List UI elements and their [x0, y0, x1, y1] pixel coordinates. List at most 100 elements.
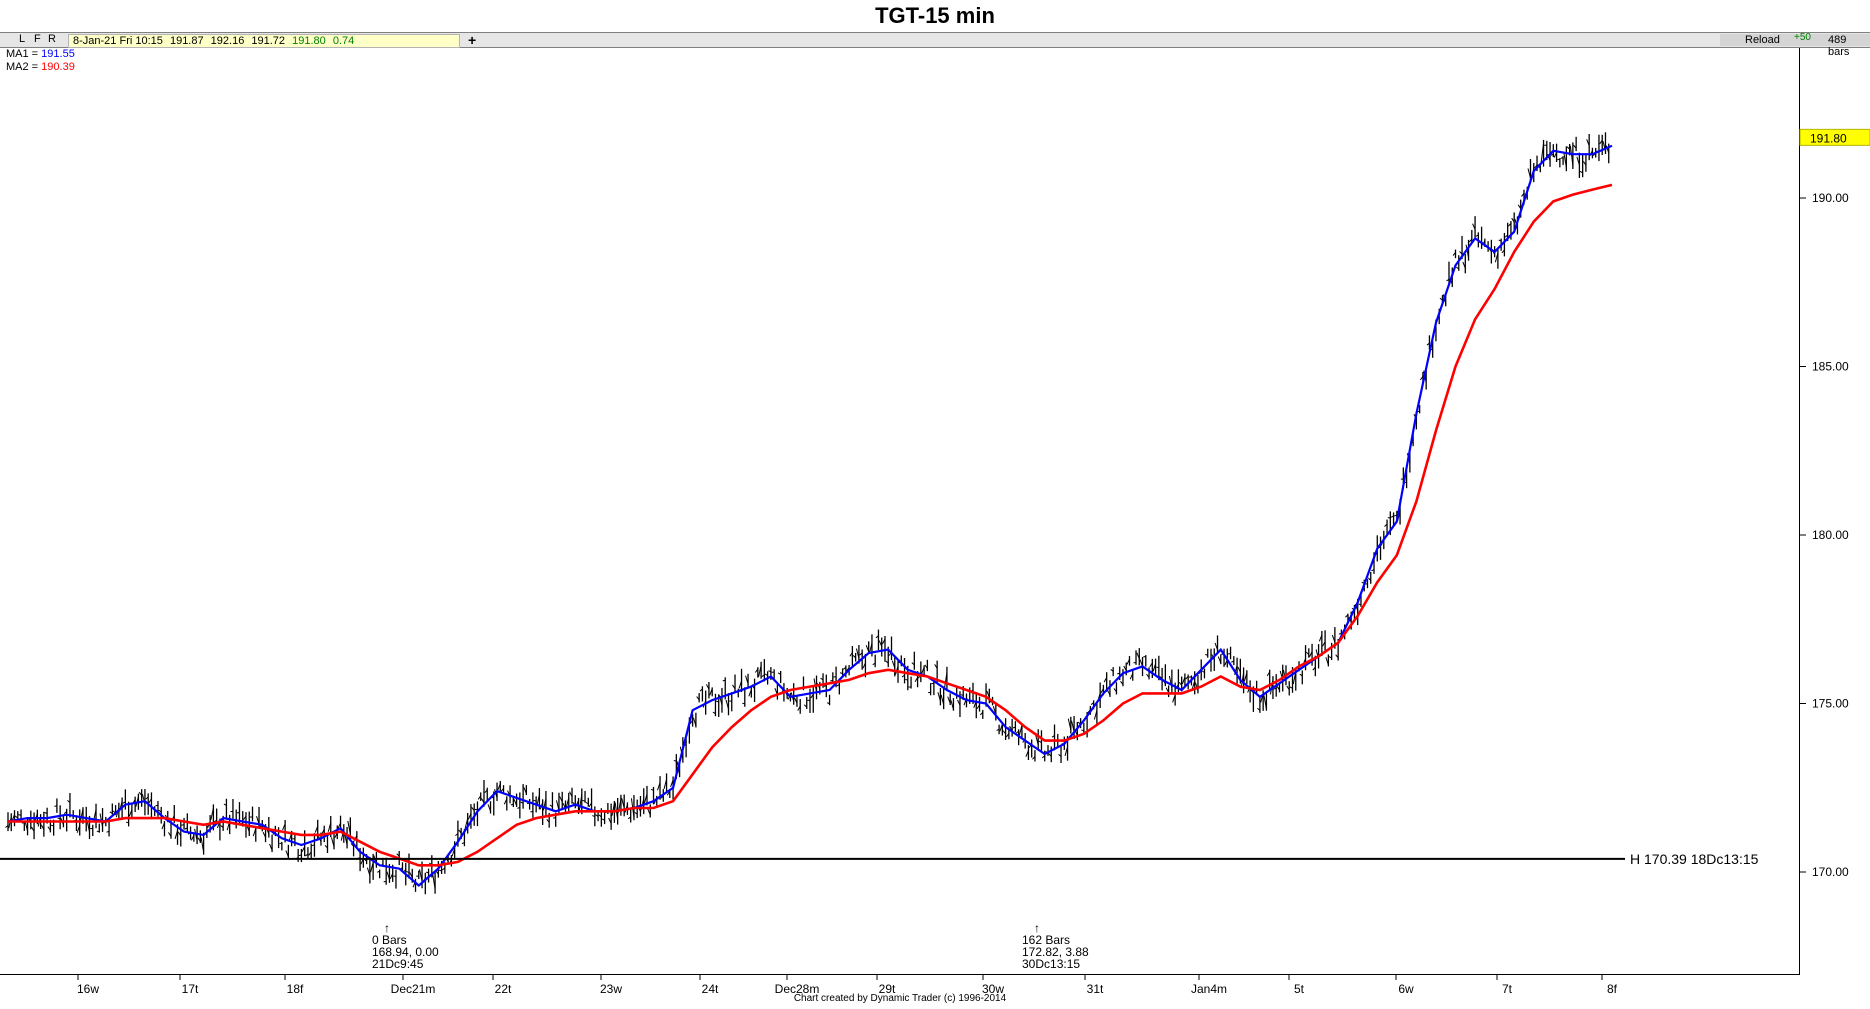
price-bar-tick — [1201, 670, 1205, 673]
price-bar-tick — [282, 823, 286, 831]
price-bar-tick — [419, 869, 423, 882]
price-bar-tick — [1472, 223, 1476, 230]
price-bar-tick — [1048, 753, 1052, 757]
ma1-label: MA1 = — [6, 48, 39, 60]
price-bar-tick — [546, 819, 550, 823]
toolbar-f-button[interactable]: F — [34, 33, 41, 45]
price-bar-tick — [1553, 152, 1558, 158]
price-bar-tick — [279, 842, 283, 845]
price-bar-tick — [1126, 658, 1130, 665]
price-bar-tick — [158, 809, 162, 813]
price-bar-tick — [1263, 695, 1267, 709]
reload-button[interactable]: Reload — [1745, 34, 1780, 46]
price-bar-tick — [582, 799, 586, 802]
price-bar-tick — [269, 843, 273, 851]
price-bar-tick — [585, 801, 589, 805]
price-bar-tick — [464, 818, 469, 829]
price-bar-tick — [1605, 145, 1610, 154]
price-bar-tick — [122, 801, 126, 804]
price-bar-tick — [578, 794, 583, 811]
price-bar-tick — [497, 783, 501, 791]
price-bar-tick — [350, 843, 354, 847]
price-bar-tick — [1113, 688, 1117, 693]
price-bar-tick — [849, 652, 853, 657]
price-bar-tick — [1384, 523, 1388, 527]
price-bar-tick — [1557, 158, 1560, 161]
price-bar-tick — [210, 807, 214, 820]
price-bar-tick — [386, 871, 390, 880]
price-bar-tick — [1420, 376, 1424, 381]
last-price-box — [1799, 128, 1870, 146]
price-bar-tick — [882, 638, 886, 645]
price-bar-tick — [1002, 730, 1007, 735]
price-bar-tick — [1583, 161, 1587, 166]
price-bar-tick — [1273, 687, 1277, 690]
price-bar-tick — [324, 844, 328, 849]
price-bar-tick — [1237, 666, 1241, 673]
price-bar-tick — [63, 811, 67, 815]
price-bar-tick — [334, 832, 338, 838]
x-tick-label: 22t — [495, 982, 512, 996]
price-bar-tick — [650, 788, 654, 791]
price-bar-tick — [644, 793, 648, 804]
annotation-line2: 168.94, 0.00 — [372, 945, 439, 959]
price-bar-tick — [432, 873, 436, 890]
price-bar-tick — [520, 801, 524, 804]
price-bar-tick — [627, 816, 631, 820]
price-bar-tick — [1459, 251, 1463, 255]
price-bar-tick — [1322, 641, 1326, 647]
price-bar-tick — [921, 667, 925, 675]
price-bar-tick — [865, 645, 870, 652]
price-bar-tick — [451, 848, 456, 857]
price-bar-tick — [1292, 671, 1297, 685]
toolbar-l-button[interactable]: L — [19, 33, 26, 45]
x-tick-label: 16w — [77, 982, 99, 996]
toolbar-r-button[interactable]: R — [48, 33, 56, 45]
price-bar-tick — [1178, 681, 1183, 686]
price-bar-tick — [223, 803, 227, 806]
price-bar-tick — [256, 816, 260, 825]
price-bar-tick — [1214, 642, 1218, 650]
y-tick-label: 175.00 — [1812, 697, 1849, 711]
price-bar-tick — [484, 789, 488, 794]
price-bar-tick — [1159, 676, 1163, 680]
x-tick-label: 29t — [879, 982, 896, 996]
price-bar-tick — [513, 799, 518, 806]
price-bar-tick — [924, 664, 928, 669]
price-bar-tick — [327, 822, 332, 832]
x-axis: 16w 17t 18f Dec21m 22t 23w 24t Dec28m 29t 30w 31t J… — [77, 974, 1618, 996]
price-bar-tick — [1117, 672, 1120, 675]
price-bar-tick — [190, 835, 195, 841]
x-tick-label: Dec21m — [391, 982, 436, 996]
price-bar-tick — [794, 697, 798, 704]
price-bar-tick — [1018, 725, 1023, 736]
price-bar-tick — [559, 796, 563, 803]
price-bar-tick — [1465, 244, 1470, 258]
price-bar-tick — [836, 684, 840, 687]
price-bar-tick — [699, 688, 703, 692]
price-bar-tick — [689, 719, 694, 725]
price-bar-tick — [555, 800, 560, 811]
plus50-button[interactable]: +50 — [1794, 32, 1811, 43]
x-tick-label: 5t — [1294, 982, 1305, 996]
price-bar-tick — [1149, 662, 1153, 668]
price-bar-tick — [1550, 153, 1554, 156]
price-bar-tick — [742, 702, 745, 705]
price-bar-tick — [905, 678, 908, 681]
price-bar-tick — [862, 662, 866, 669]
price-bar-tick — [1194, 682, 1199, 691]
add-icon[interactable]: + — [468, 32, 477, 48]
price-bar-tick — [1067, 718, 1072, 730]
price-bar-tick — [145, 796, 149, 800]
price-bar-tick — [976, 704, 980, 710]
price-bar-tick — [197, 837, 201, 842]
price-bar-tick — [1120, 681, 1124, 685]
price-bar-tick — [1576, 156, 1580, 166]
price-bar-tick — [1231, 660, 1235, 663]
price-bar-tick — [471, 807, 475, 811]
price-bar-tick — [598, 814, 602, 818]
price-bar-tick — [657, 782, 661, 791]
ma2-line — [8, 183, 1613, 867]
price-bar-tick — [1100, 688, 1104, 694]
